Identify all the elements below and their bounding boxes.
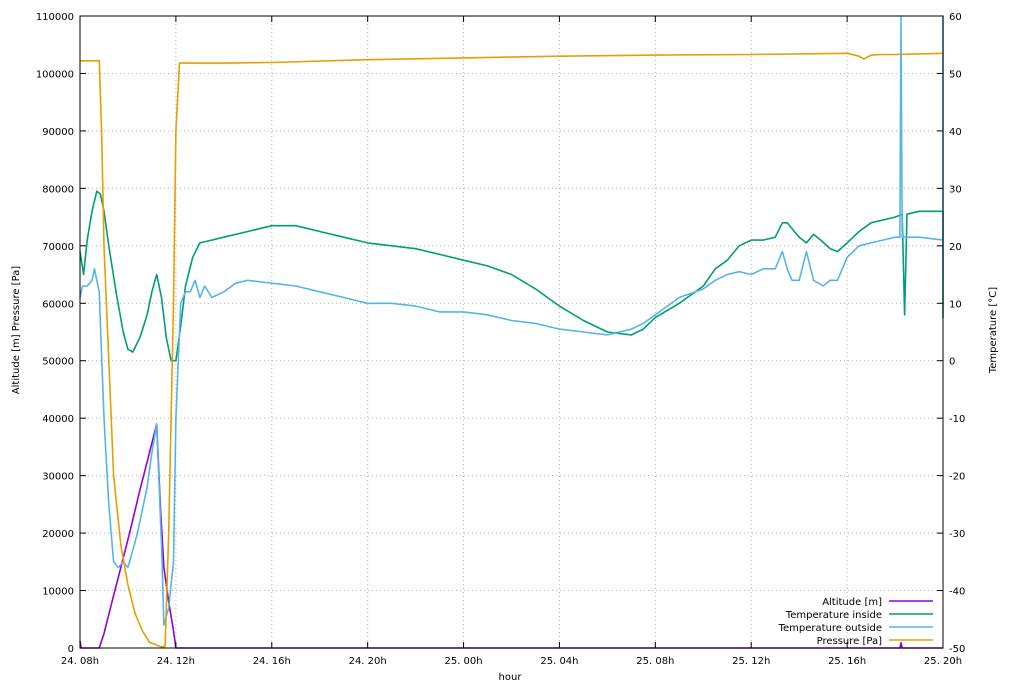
y-right-tick-label: -40 (949, 587, 965, 598)
x-tick-label: 25. 12h (732, 656, 770, 667)
y-right-tick-label: -20 (949, 472, 965, 483)
series-layer (79, 15, 944, 649)
y-left-tick-label: 20000 (42, 529, 74, 540)
y-left-tick-label: 110000 (36, 12, 74, 23)
legend-label-temperature-inside: Temperature inside (785, 610, 882, 621)
x-tick-label: 25. 20h (924, 656, 962, 667)
y-left-tick-label: 10000 (42, 587, 74, 598)
y-left-tick-label: 40000 (42, 414, 74, 425)
y-right-tick-label: 40 (949, 127, 962, 138)
plot-frame (79, 15, 944, 649)
y-axis-right-title: Temperature [°C] (988, 287, 999, 374)
y-left-tick-label: 50000 (42, 357, 74, 368)
legend: Altitude [m] Temperature inside Temperatur… (778, 597, 933, 647)
y-right-tick-label: -30 (949, 529, 965, 540)
x-tick-label: 25. 00h (444, 656, 482, 667)
x-tick-label: 25. 16h (828, 656, 866, 667)
y-left-tick-label: 90000 (42, 127, 74, 138)
x-tick-label: 24. 16h (253, 656, 291, 667)
y-right-tick-label: 50 (949, 69, 962, 80)
y-axis-left: 0 10000 20000 30000 40000 50000 60000 70000 8000… (36, 12, 86, 655)
y-right-tick-label: -10 (949, 414, 965, 425)
y-left-tick-label: 60000 (42, 299, 74, 310)
y-left-tick-label: 70000 (42, 242, 74, 253)
x-tick-label: 25. 04h (540, 656, 578, 667)
y-right-tick-label: 60 (949, 12, 962, 23)
y-left-tick-label: 30000 (42, 472, 74, 483)
x-axis-title: hour (499, 672, 523, 683)
gridlines (80, 16, 943, 648)
y-right-tick-label: 10 (949, 299, 962, 310)
x-tick-label: 24. 12h (157, 656, 195, 667)
y-left-tick-label: 0 (68, 644, 74, 655)
y-left-tick-label: 100000 (36, 69, 74, 80)
y-axis-right: -50 -40 -30 -20 -10 0 10 20 30 40 50 60 (937, 12, 965, 655)
y-right-tick-label: 30 (949, 184, 962, 195)
y-right-tick-label: 20 (949, 242, 962, 253)
x-tick-label: 24. 20h (349, 656, 387, 667)
legend-label-altitude-m: Altitude [m] (822, 597, 882, 608)
series-line-temperature-inside (79, 190, 944, 362)
x-axis: 24. 08h 24. 12h 24. 16h 24. 20h 25. 00h 25. 0… (61, 16, 962, 667)
y-right-tick-label: 0 (949, 357, 955, 368)
y-right-tick-label: -50 (949, 644, 965, 655)
x-tick-label: 25. 08h (636, 656, 674, 667)
y-axis-left-title: Altitude [m] Pressure [Pa] (11, 266, 22, 394)
series-line-temperature-outside (79, 15, 944, 626)
y-left-tick-label: 80000 (42, 184, 74, 195)
legend-label-pressure-pa: Pressure [Pa] (817, 636, 882, 647)
x-tick-label: 24. 08h (61, 656, 99, 667)
series-line-pressure-pa (80, 52, 944, 648)
legend-label-temperature-outside: Temperature outside (778, 623, 882, 634)
